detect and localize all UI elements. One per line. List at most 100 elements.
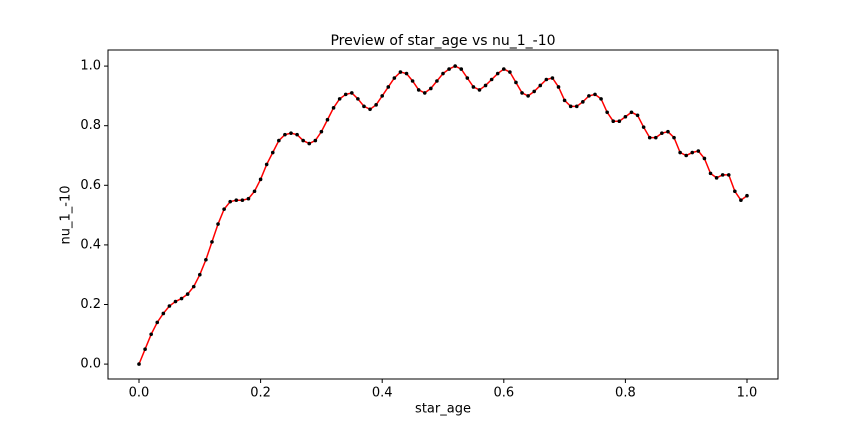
x-axis-label: star_age [415, 402, 471, 417]
x-tick-label: 0.8 [615, 386, 636, 401]
y-tick-label: 1.0 [80, 59, 101, 74]
data-point [550, 76, 555, 80]
data-point [167, 304, 172, 308]
data-point [666, 129, 670, 134]
data-point [149, 332, 153, 337]
data-point [429, 86, 433, 91]
data-point [720, 173, 725, 177]
data-point [143, 347, 147, 351]
data-point [495, 71, 500, 76]
data-point [702, 156, 707, 161]
data-point [459, 67, 464, 71]
data-point [526, 94, 530, 98]
data-point [581, 100, 585, 104]
data-point [453, 64, 457, 68]
data-point [343, 92, 348, 97]
data-point [301, 138, 305, 143]
data-point [623, 114, 628, 119]
data-point [556, 85, 561, 89]
data-point [520, 91, 524, 95]
data-point [508, 70, 512, 74]
data-point [714, 176, 719, 180]
x-tick-label: 0.0 [129, 386, 150, 401]
data-point [179, 296, 184, 301]
data-point [185, 292, 190, 296]
y-tick-label: 0.2 [80, 297, 101, 312]
data-point [544, 77, 549, 82]
data-point [228, 199, 233, 204]
data-point [155, 320, 160, 325]
data-point [216, 222, 220, 226]
data-point [404, 71, 409, 76]
data-point [447, 67, 451, 71]
data-point [319, 129, 324, 134]
y-tick-label: 0.6 [80, 178, 101, 193]
data-point [441, 71, 445, 76]
data-point [617, 119, 622, 124]
data-point [733, 189, 737, 194]
data-point [726, 173, 731, 177]
data-point [386, 85, 391, 89]
data-point [210, 240, 214, 244]
data-point [277, 138, 281, 143]
data-point [283, 132, 287, 137]
data-point [331, 106, 336, 110]
data-point [264, 162, 269, 167]
data-point [191, 284, 196, 289]
data-point [258, 177, 263, 182]
data-point [307, 141, 312, 146]
data-point [325, 117, 330, 122]
data-point [696, 149, 701, 153]
data-point [295, 132, 299, 137]
x-tick-label: 1.0 [737, 386, 758, 401]
data-point [532, 89, 536, 94]
y-tick-label: 0.8 [80, 118, 101, 133]
data-point [246, 196, 251, 201]
data-point [635, 113, 640, 118]
x-tick-label: 0.2 [250, 386, 271, 401]
data-point [593, 92, 597, 97]
data-point [672, 135, 676, 140]
data-point [198, 272, 202, 277]
data-point [374, 103, 378, 107]
data-point [587, 94, 591, 98]
data-point [392, 76, 397, 80]
y-axis-label: nu_1_-10 [59, 186, 74, 245]
data-point [562, 98, 567, 103]
data-point [465, 76, 470, 80]
data-point [362, 104, 366, 109]
data-point [234, 198, 239, 202]
data-point [477, 88, 482, 92]
data-point [514, 80, 518, 85]
data-point [222, 207, 226, 211]
data-point [647, 135, 652, 140]
x-tick-label: 0.4 [372, 386, 393, 401]
data-point [739, 198, 743, 202]
data-point [350, 91, 354, 95]
data-point [435, 79, 439, 83]
data-point [270, 150, 275, 155]
data-point [137, 362, 141, 366]
data-point [313, 138, 318, 143]
data-point [356, 97, 360, 101]
data-point [416, 88, 421, 92]
data-point [173, 299, 178, 304]
data-point [599, 97, 603, 101]
data-point [489, 77, 494, 82]
data-point [410, 79, 415, 83]
data-point [501, 67, 506, 71]
data-point [641, 125, 646, 129]
data-point [240, 198, 245, 202]
data-point [568, 104, 573, 109]
x-tick-label: 0.6 [493, 386, 514, 401]
plot-frame [107, 49, 779, 380]
data-point [289, 131, 293, 135]
data-point [422, 91, 427, 95]
data-point [398, 70, 403, 74]
data-point [745, 193, 749, 198]
data-point [605, 110, 609, 115]
data-point [653, 135, 658, 140]
data-point [660, 131, 664, 135]
data-point [161, 311, 166, 316]
